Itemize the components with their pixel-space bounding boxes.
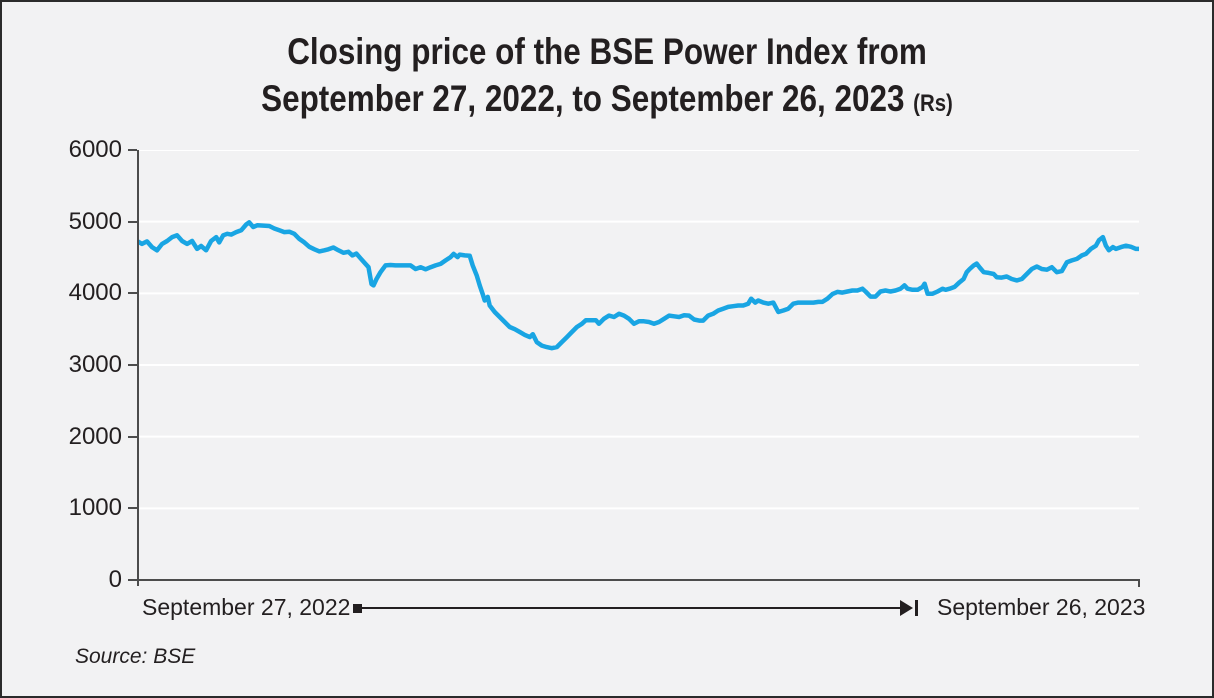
y-axis-line [137, 150, 139, 580]
y-tick-label: 4000 [68, 279, 122, 307]
x-axis-left-tick [137, 580, 139, 586]
chart-title-unit: (Rs) [913, 90, 953, 118]
chart-title-line1: Closing price of the BSE Power Index fro… [287, 31, 927, 72]
x-axis-line [128, 579, 1140, 581]
y-tick-label: 3000 [68, 351, 122, 378]
plot-area [137, 150, 1139, 580]
y-tick-label: 5000 [68, 207, 122, 235]
price-line [137, 220, 1139, 351]
y-tick-mark [128, 507, 137, 510]
range-start-square-marker [353, 604, 362, 613]
x-axis-right-tick [1138, 580, 1140, 587]
x-start-date-label: September 27, 2022 [142, 594, 351, 620]
y-tick-label: 2000 [68, 422, 122, 450]
price-line-chart [137, 150, 1139, 510]
range-connector-line [362, 607, 901, 609]
chart-title-line2: September 27, 2022, to September 26, 202… [261, 78, 953, 120]
y-tick-mark [128, 364, 137, 366]
y-tick-label: 1000 [68, 494, 122, 522]
y-tick-mark [128, 220, 137, 223]
range-end-bar [915, 600, 918, 616]
y-tick-mark [128, 292, 137, 295]
chart-title: Closing price of the BSE Power Index fro… [93, 28, 1122, 123]
source-note: Source: BSE [75, 645, 196, 668]
y-tick-mark [128, 149, 137, 151]
y-tick-label: 6000 [68, 136, 122, 163]
range-arrow-icon [900, 600, 913, 616]
y-tick-label: 0 [108, 566, 122, 593]
y-tick-mark [128, 435, 137, 438]
x-end-date-label: September 26, 2023 [937, 594, 1146, 620]
